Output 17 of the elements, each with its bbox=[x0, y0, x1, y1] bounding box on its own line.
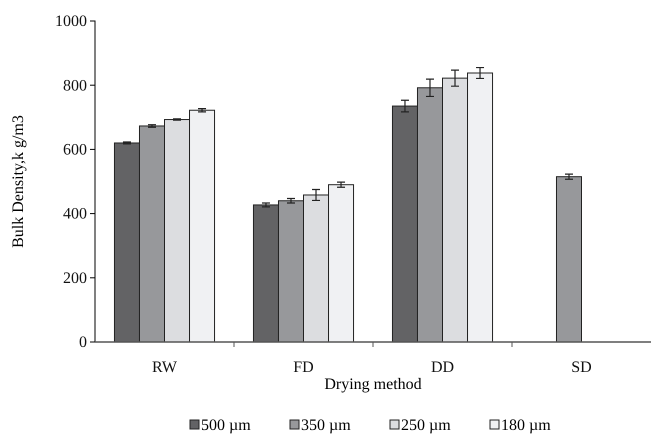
y-tick-label: 400 bbox=[63, 206, 87, 223]
x-tick-label: FD bbox=[293, 359, 314, 376]
bar bbox=[556, 176, 582, 342]
legend-label: 500 µm bbox=[201, 417, 252, 434]
y-axis-title: Bulk Density,k g/m3 bbox=[10, 115, 27, 248]
x-tick-label: SD bbox=[571, 359, 592, 376]
y-tick-label: 1000 bbox=[55, 13, 87, 30]
legend-label: 180 µm bbox=[501, 417, 552, 434]
y-tick-label: 200 bbox=[63, 270, 87, 287]
legend-label: 250 µm bbox=[401, 417, 452, 434]
y-tick-label: 600 bbox=[63, 142, 87, 159]
x-axis-title: Drying method bbox=[324, 376, 422, 393]
x-tick-label: DD bbox=[430, 359, 454, 376]
legend-label: 350 µm bbox=[301, 417, 352, 434]
y-tick-label: 0 bbox=[79, 334, 87, 352]
x-tick-label: RW bbox=[152, 359, 178, 376]
y-tick-label: 800 bbox=[63, 77, 87, 94]
